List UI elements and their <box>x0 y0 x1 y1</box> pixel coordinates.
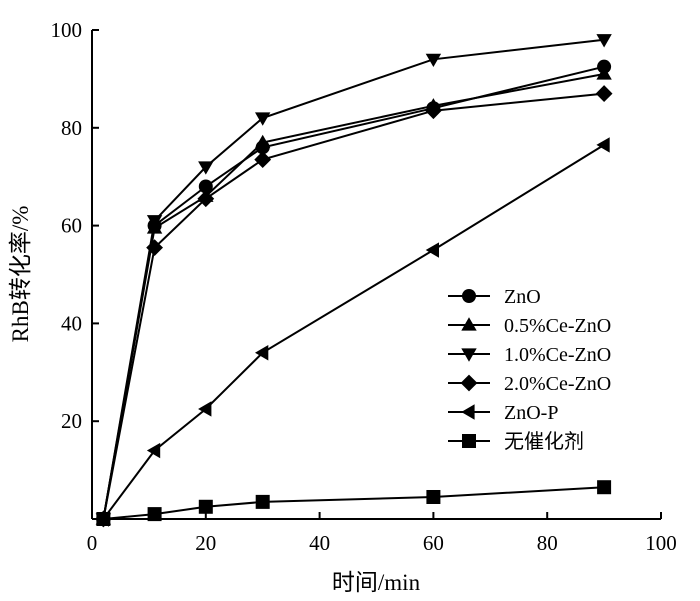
legend-item: 2.0%Ce-ZnO <box>448 373 611 395</box>
series-line <box>102 92 605 520</box>
data-point <box>595 85 613 102</box>
data-point <box>147 507 162 522</box>
y-tick-label: 80 <box>61 116 82 140</box>
series-line <box>103 486 605 520</box>
data-point <box>425 242 439 258</box>
y-tick-label: 20 <box>61 409 82 433</box>
legend-label: ZnO <box>504 286 541 308</box>
x-tick-label: 20 <box>195 531 216 555</box>
legend: ZnO 0.5%Ce-ZnO 1.0%Ce-ZnO 2.0%Ce-ZnO ZnO-P 无催… <box>448 286 611 453</box>
data-point <box>255 494 270 509</box>
data-point <box>197 190 215 208</box>
x-axis-title: 时间/min <box>332 570 421 595</box>
legend-marker <box>462 434 476 448</box>
y-axis-title: RhB转化率/% <box>8 206 33 343</box>
data-point <box>146 239 163 257</box>
series-diamond <box>94 85 613 528</box>
series-line <box>102 73 605 520</box>
series-square <box>96 480 612 526</box>
series-layer <box>94 34 613 528</box>
plot-frame <box>91 30 661 520</box>
data-point <box>425 53 442 68</box>
legend-item: 0.5%Ce-ZnO <box>448 315 611 337</box>
x-axis-ticks: 0 20 40 60 80 100 <box>87 512 677 555</box>
series-line <box>102 38 605 520</box>
legend-marker <box>460 374 478 392</box>
legend-item: 1.0%Ce-ZnO <box>448 344 611 366</box>
data-point <box>596 34 612 48</box>
legend-marker <box>461 348 477 362</box>
legend-label: 2.0%Ce-ZnO <box>504 373 611 395</box>
x-tick-label: 60 <box>423 531 444 555</box>
data-point <box>198 401 212 417</box>
data-point <box>596 66 612 80</box>
data-point <box>146 215 163 229</box>
x-tick-label: 0 <box>87 531 98 555</box>
data-point <box>198 499 213 514</box>
data-point <box>425 102 442 120</box>
legend-item: ZnO <box>448 286 541 308</box>
legend-label: 0.5%Ce-ZnO <box>504 315 611 337</box>
data-point <box>254 151 272 168</box>
data-point <box>96 512 111 526</box>
data-point <box>426 489 441 504</box>
legend-marker <box>461 317 477 331</box>
x-tick-label: 40 <box>309 531 330 555</box>
data-point <box>597 480 612 495</box>
x-tick-label: 80 <box>537 531 558 555</box>
y-axis-ticks: 20 40 60 80 100 <box>51 18 99 433</box>
data-point <box>596 137 610 153</box>
legend-item: 无催化剂 <box>448 430 584 453</box>
data-point <box>198 161 214 175</box>
legend-marker <box>461 404 475 420</box>
data-point <box>255 112 271 126</box>
legend-label: ZnO-P <box>504 402 558 424</box>
data-point <box>146 442 161 459</box>
series-triangle-down <box>95 34 612 527</box>
y-tick-label: 60 <box>61 214 82 238</box>
y-tick-label: 100 <box>51 18 83 42</box>
y-tick-label: 40 <box>61 311 82 335</box>
series-line <box>102 144 605 520</box>
legend-item: ZnO-P <box>448 402 558 424</box>
x-tick-label: 100 <box>645 531 677 555</box>
legend-label: 1.0%Ce-ZnO <box>504 344 611 366</box>
data-point <box>255 345 269 361</box>
data-point <box>198 179 213 194</box>
legend-label: 无催化剂 <box>504 430 584 453</box>
data-point <box>255 134 271 149</box>
legend-marker <box>462 289 476 303</box>
